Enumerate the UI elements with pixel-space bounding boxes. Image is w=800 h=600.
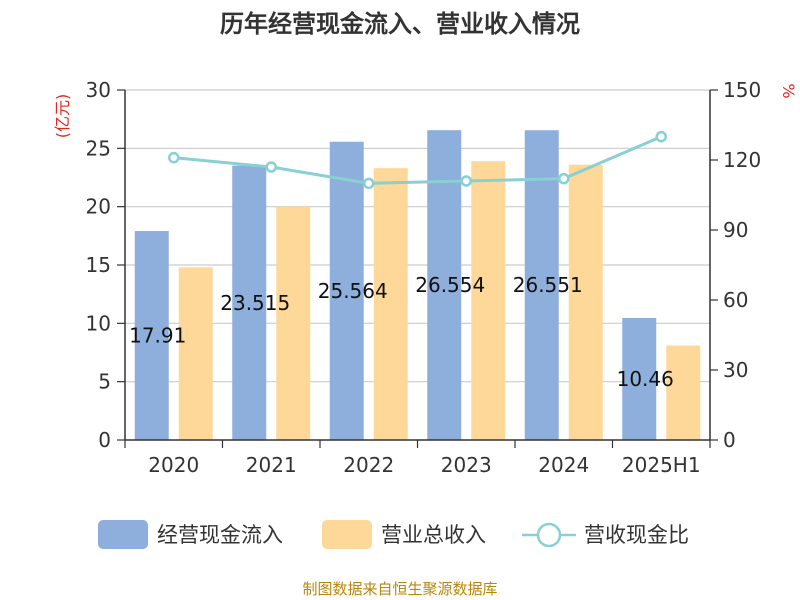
legend-marker-ratio <box>536 522 562 548</box>
right-tick-label: 120 <box>723 148 761 172</box>
legend-swatch-cash-inflow <box>98 520 148 549</box>
right-tick-label: 60 <box>723 288 748 312</box>
bar-revenue <box>568 164 603 440</box>
ratio-line <box>173 135 662 185</box>
data-label-cash-inflow: 23.515 <box>220 291 290 315</box>
right-tick-label: 0 <box>723 428 736 452</box>
bar-series <box>134 130 701 441</box>
right-tick-label: 90 <box>723 218 748 242</box>
ratio-point <box>655 130 667 143</box>
bar-revenue <box>373 168 408 440</box>
left-tick-label: 10 <box>86 311 111 335</box>
x-tick-label: 2024 <box>538 453 589 477</box>
axes: 0 5 10 15 20 25 30 0 30 60 90 120 150 2020 2021 2022 202… <box>86 78 762 477</box>
ratio-point <box>558 172 570 185</box>
ratio-point <box>168 151 180 164</box>
ratio-point <box>363 177 375 190</box>
x-tick-label: 2023 <box>441 453 492 477</box>
x-tick-label: 2025H1 <box>622 453 701 477</box>
line-series <box>168 130 667 190</box>
legend-swatch-revenue <box>322 520 372 549</box>
left-tick-label: 5 <box>98 370 111 394</box>
x-tick-label: 2021 <box>246 453 297 477</box>
legend: 经营现金流入 营业总收入 营收现金比 <box>98 520 689 549</box>
x-tick-label: 2022 <box>343 453 394 477</box>
data-label-cash-inflow: 26.554 <box>415 273 485 297</box>
bar-cash-inflow <box>232 165 267 441</box>
right-tick-label: 150 <box>723 78 761 102</box>
bar-cash-inflow <box>134 231 169 440</box>
data-label-cash-inflow: 17.91 <box>129 324 186 348</box>
ratio-point <box>265 161 277 173</box>
bar-cash-inflow <box>329 141 364 440</box>
data-label-cash-inflow: 10.46 <box>617 367 674 391</box>
bar-cash-inflow <box>524 130 559 440</box>
left-tick-label: 30 <box>86 78 111 102</box>
bar-revenue <box>471 161 506 440</box>
source-note: 制图数据来自恒生聚源数据库 <box>302 580 497 598</box>
right-axis-unit: % <box>779 83 798 98</box>
left-tick-label: 0 <box>98 428 111 452</box>
chart-title: 历年经营现金流入、营业收入情况 <box>220 10 580 38</box>
legend-label-cash-inflow: 经营现金流入 <box>157 523 283 547</box>
left-tick-label: 15 <box>86 253 111 277</box>
right-tick-label: 30 <box>723 358 748 382</box>
left-axis-unit: (亿元) <box>53 94 72 139</box>
left-tick-label: 25 <box>86 136 111 160</box>
data-labels: 17.91 23.515 25.564 26.554 26.551 10.46 <box>129 273 674 391</box>
data-label-cash-inflow: 25.564 <box>318 279 388 303</box>
legend-label-ratio: 营收现金比 <box>584 523 689 547</box>
data-label-cash-inflow: 26.551 <box>513 273 583 297</box>
left-tick-label: 20 <box>86 195 111 219</box>
ratio-point <box>460 175 472 187</box>
gridlines <box>125 89 710 383</box>
x-tick-label: 2020 <box>148 453 199 477</box>
bar-cash-inflow <box>622 317 657 440</box>
bar-revenue <box>178 267 213 440</box>
bar-revenue <box>276 206 311 440</box>
legend-label-revenue: 营业总收入 <box>381 523 486 547</box>
bar-revenue <box>666 345 701 440</box>
